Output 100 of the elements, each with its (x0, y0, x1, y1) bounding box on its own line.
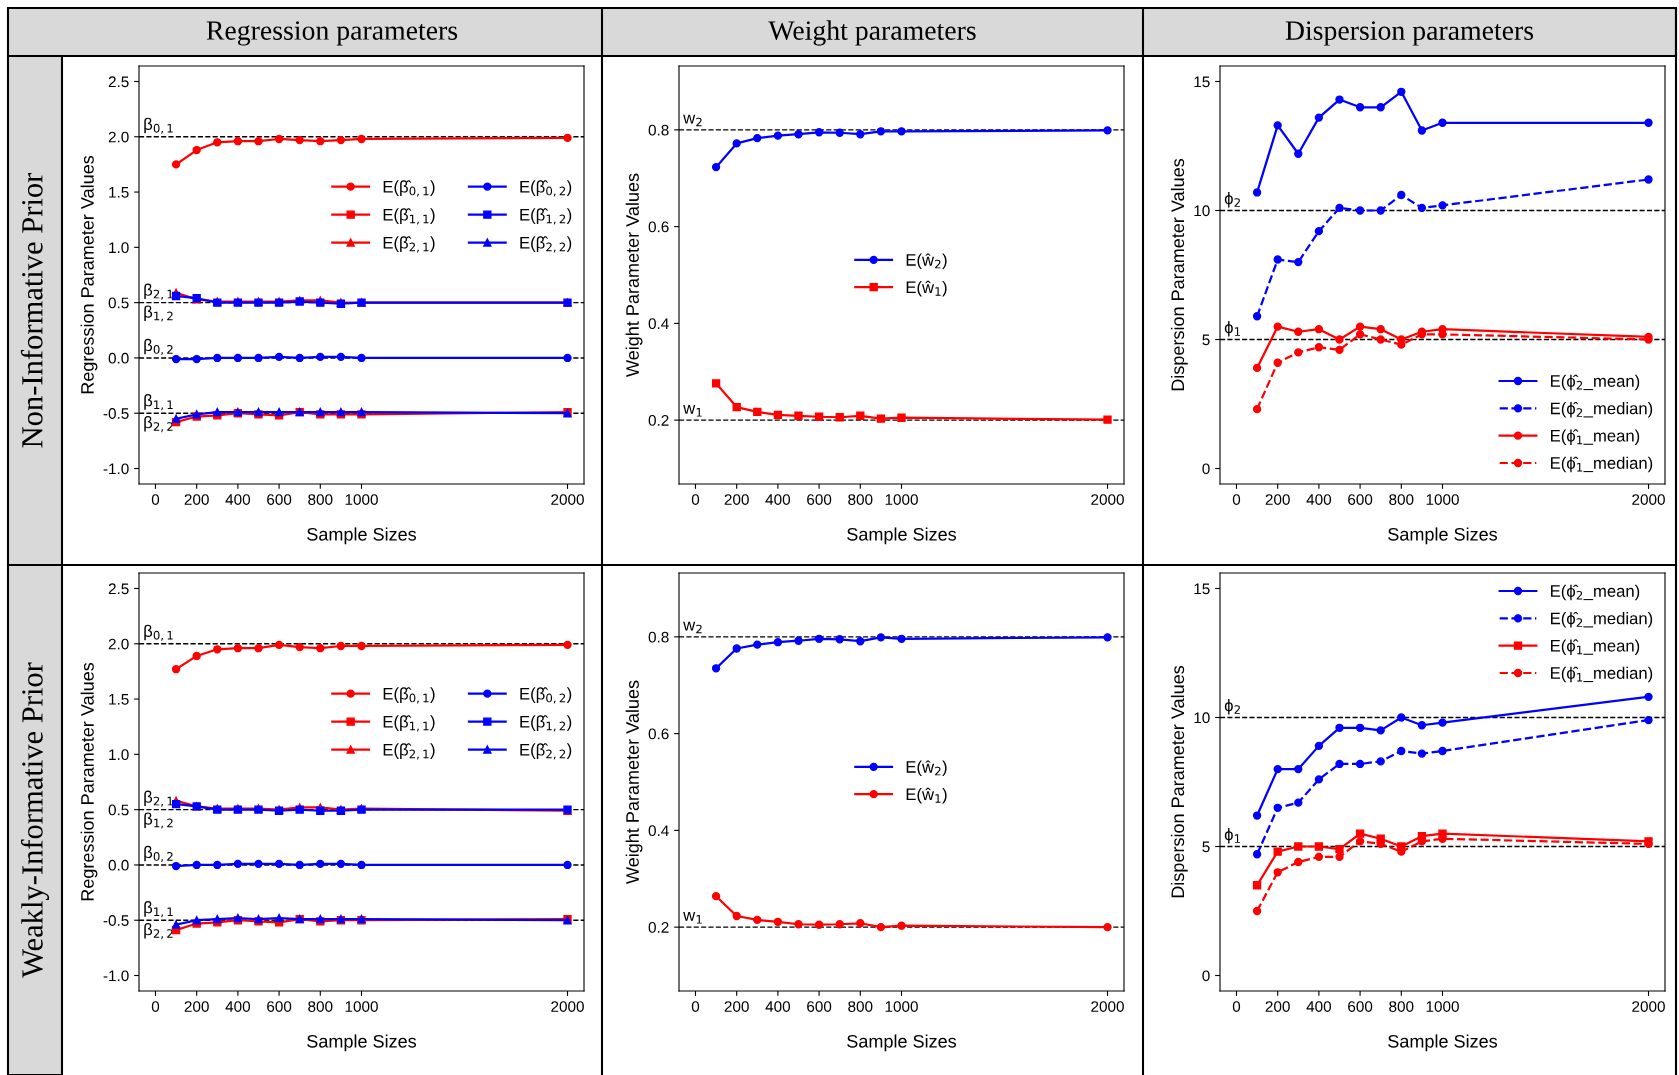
legend-label: E(ϕ̂$_{2}$_mean) (1551, 584, 1640, 601)
x-tick-label: 0 (1232, 1001, 1241, 1012)
legend-label: E(ϕ̂$_{1}$_median) (1551, 666, 1653, 683)
legend-label: E(ϕ̂$_{2}$_mean) (1551, 374, 1640, 391)
legend-label: E(ŵ$_{1}$) (906, 787, 947, 804)
text: Non-Informative Prior (20, 172, 43, 448)
y-tick-label: 0.0 (108, 352, 129, 364)
x-tick-label: 800 (308, 494, 333, 505)
x-tick-label: 800 (848, 1001, 873, 1012)
x-tick-label: 600 (807, 1001, 832, 1012)
y-tick-label: -0.5 (103, 915, 129, 926)
x-tick-label: 1000 (885, 494, 918, 505)
annotation: β$_{2,1}$ (144, 790, 173, 807)
x-tick-label: 1000 (1426, 1001, 1459, 1012)
x-tick-label: 200 (184, 1001, 209, 1012)
x-tick-label: 2000 (1632, 1001, 1665, 1012)
y-tick-label: 2.0 (108, 131, 129, 143)
y-tick-label: 0.4 (648, 318, 669, 330)
x-tick-label: 1000 (885, 1001, 918, 1012)
y-tick-label: 0 (1202, 970, 1210, 982)
y-tick-label: 1.0 (109, 749, 129, 761)
annotation: β$_{1,1}$ (144, 901, 173, 918)
chart-title: Dispersion parameters (1285, 21, 1534, 46)
annotation: ϕ$_{2}$ (1224, 699, 1240, 715)
y-tick-label: 2.5 (108, 583, 129, 595)
annotation: w$_{1}$ (683, 405, 702, 417)
y-tick-label: 10 (1194, 712, 1210, 724)
x-axis-title: Sample Sizes (1388, 527, 1498, 545)
y-tick-label: 0.5 (108, 297, 129, 309)
annotation: w$_{1}$ (683, 912, 702, 924)
y-tick-label: -0.5 (103, 408, 129, 419)
x-axis-title: Sample Sizes (847, 527, 957, 545)
x-tick-label: 200 (1265, 494, 1290, 505)
x-tick-label: 2000 (551, 494, 584, 505)
annotation: β$_{0,1}$ (144, 117, 173, 134)
x-tick-label: 200 (184, 494, 209, 505)
x-tick-label: 400 (225, 494, 251, 505)
x-tick-label: 600 (267, 494, 292, 505)
x-tick-label: 1000 (345, 494, 378, 505)
x-tick-label: 600 (1348, 494, 1373, 505)
legend-label: E(β̂$_{1,2}$) (520, 208, 572, 225)
x-tick-label: 600 (1348, 1001, 1373, 1012)
x-tick-label: 0 (151, 494, 160, 505)
y-tick-label: 0.0 (108, 859, 129, 871)
annotation: ϕ$_{1}$ (1224, 321, 1241, 337)
y-tick-label: 15 (1194, 583, 1210, 595)
annotation: β$_{2,2}$ (144, 923, 173, 940)
legend-label: E(β̂$_{0,1}$) (383, 180, 435, 197)
y-tick-label: 5 (1202, 841, 1210, 853)
x-tick-label: 400 (765, 1001, 791, 1012)
x-axis-title: Sample Sizes (307, 1034, 417, 1052)
annotation: β$_{0,2}$ (144, 845, 173, 862)
legend-label: E(ŵ$_{2}$) (906, 760, 947, 777)
annotation: β$_{0,2}$ (144, 338, 173, 355)
legend-label: E(β̂$_{1,1}$) (383, 208, 435, 225)
y-axis-title: Weight Parameter Values (625, 680, 643, 884)
legend-label: E(ϕ̂$_{2}$_median) (1551, 402, 1653, 418)
x-tick-label: 600 (807, 494, 832, 505)
x-tick-label: 400 (225, 1001, 251, 1012)
chart-title: Regression parameters (206, 21, 458, 46)
y-tick-label: 2.0 (108, 638, 129, 650)
y-axis-title: Dispersion Parameter Values (1170, 158, 1188, 391)
legend-label: E(β̂$_{2,1}$) (383, 236, 435, 253)
annotation: β$_{0,1}$ (144, 624, 173, 641)
x-tick-label: 0 (151, 1001, 160, 1012)
y-tick-label: 2.5 (108, 76, 129, 88)
annotation: β$_{1,1}$ (144, 394, 173, 411)
x-tick-label: 400 (1306, 494, 1332, 505)
annotation: ϕ$_{1}$ (1224, 828, 1241, 844)
x-tick-label: 400 (765, 494, 791, 505)
x-tick-label: 2000 (1091, 494, 1124, 505)
y-tick-label: 0.8 (648, 124, 669, 136)
y-tick-label: 0.6 (648, 728, 669, 740)
x-tick-label: 800 (1389, 1001, 1414, 1012)
x-tick-label: 800 (308, 1001, 333, 1012)
annotation: ϕ$_{2}$ (1224, 192, 1240, 208)
annotation: β$_{2,2}$ (144, 416, 173, 433)
annotation: β$_{1,2}$ (144, 305, 173, 322)
x-tick-label: 0 (691, 1001, 700, 1012)
legend-label: E(ŵ$_{2}$) (906, 253, 947, 270)
chart-title: Weight parameters (768, 20, 976, 46)
x-tick-label: 200 (1265, 1001, 1290, 1012)
x-tick-label: 2000 (551, 1001, 584, 1012)
legend-label: E(β̂$_{2,2}$) (520, 743, 572, 760)
y-tick-label: 1.5 (109, 187, 129, 198)
x-axis-title: Sample Sizes (847, 1034, 957, 1052)
x-tick-label: 200 (724, 494, 749, 505)
y-axis-title: Dispersion Parameter Values (1170, 665, 1188, 898)
y-tick-label: 10 (1194, 205, 1210, 217)
y-tick-label: 0.2 (648, 922, 669, 933)
legend-label: E(β̂$_{0,2}$) (520, 180, 572, 197)
annotation: w$_{2}$ (683, 621, 702, 634)
y-tick-label: 0.5 (108, 804, 129, 816)
text: Weakly-Informative Prior (20, 662, 50, 978)
x-tick-label: 400 (1306, 1001, 1332, 1012)
y-tick-label: 5 (1202, 334, 1210, 346)
y-tick-label: 0.2 (648, 415, 669, 426)
y-tick-label: -1.0 (103, 463, 129, 475)
y-tick-label: 0.6 (648, 221, 669, 233)
y-tick-label: 1.0 (109, 242, 129, 254)
